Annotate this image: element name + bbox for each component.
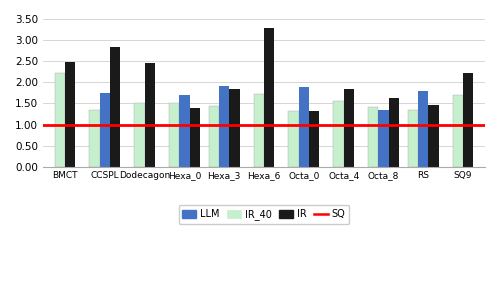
Bar	[100, 93, 110, 167]
Bar	[264, 28, 274, 167]
Bar	[144, 63, 155, 167]
Bar	[388, 98, 399, 167]
Bar	[254, 94, 264, 167]
Bar	[54, 73, 65, 167]
Bar	[208, 106, 219, 167]
Bar	[65, 62, 75, 167]
Bar	[179, 96, 190, 167]
Bar	[334, 101, 344, 167]
Bar	[110, 47, 120, 167]
Bar	[378, 110, 388, 167]
Bar	[418, 91, 428, 167]
Bar	[230, 89, 239, 167]
Bar	[288, 111, 298, 167]
Bar	[463, 73, 473, 167]
Bar	[428, 105, 439, 167]
Bar	[298, 88, 309, 167]
Bar	[368, 107, 378, 167]
Bar	[344, 89, 354, 167]
Bar	[134, 103, 144, 167]
Legend: LLM, IR_40, IR, SQ: LLM, IR_40, IR, SQ	[178, 205, 350, 224]
Bar	[309, 111, 320, 167]
Bar	[219, 86, 230, 167]
Bar	[89, 110, 100, 167]
Bar	[452, 95, 463, 167]
Bar	[408, 110, 418, 167]
Bar	[169, 104, 179, 167]
Bar	[190, 108, 200, 167]
